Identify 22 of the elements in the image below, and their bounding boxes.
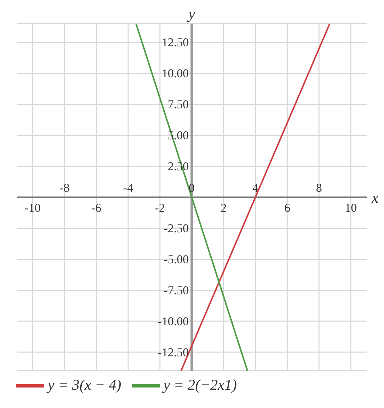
- x-tick-label: 10: [345, 201, 358, 215]
- y-tick-label: 7.50: [168, 98, 189, 112]
- x-tick-label: 6: [284, 201, 290, 215]
- x-tick-label: -2: [155, 201, 166, 215]
- y-tick-label: 12.50: [162, 36, 189, 50]
- x-tick-label: 2: [220, 201, 227, 215]
- legend-label: y = 3(x − 4): [48, 378, 122, 394]
- y-axis-title: y: [186, 7, 196, 23]
- legend-label: y = 2(−2x1): [164, 378, 238, 394]
- x-axis-title: x: [371, 190, 379, 207]
- y-tick-label: 10.00: [162, 66, 189, 81]
- x2-tick-label: -4: [123, 181, 134, 195]
- y-tick-label: -5.00: [164, 252, 189, 266]
- x-tick-label: -10: [24, 201, 41, 215]
- y-tick-label: -2.50: [164, 221, 189, 236]
- x2-tick-label: -8: [60, 181, 70, 195]
- y-tick-label: -7.50: [164, 283, 189, 298]
- y-tick-label: -10.00: [158, 314, 189, 328]
- y-tick-label: -12.50: [158, 345, 189, 360]
- x2-tick-label: 8: [316, 181, 322, 195]
- x2-tick-label: 4: [252, 181, 259, 195]
- x-tick-label: -6: [92, 201, 102, 215]
